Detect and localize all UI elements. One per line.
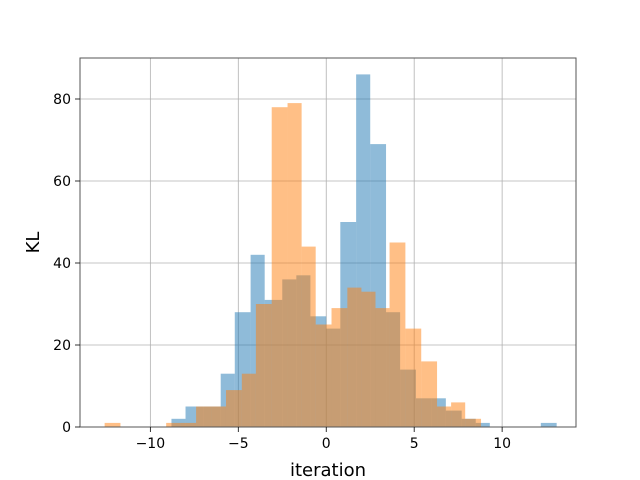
- x-tick-label: −10: [136, 436, 166, 452]
- histogram-bar-series-2: [287, 103, 302, 427]
- histogram-bar-series-2: [166, 422, 181, 427]
- histogram-bar-series-2: [421, 361, 438, 427]
- histogram-bar-series-2: [241, 373, 256, 427]
- histogram-bar-series-2: [361, 291, 376, 427]
- histogram-bar-series-2: [301, 246, 316, 427]
- bars: [104, 74, 557, 428]
- x-tick-label: −5: [228, 436, 249, 452]
- histogram-bar-series-2: [331, 308, 348, 427]
- histogram-bar-series-2: [389, 242, 406, 427]
- histogram-bar-series-2: [211, 406, 226, 427]
- y-tick-label: 0: [62, 420, 71, 436]
- x-tick-label: 0: [322, 436, 331, 452]
- x-axis-label: iteration: [290, 460, 366, 480]
- histogram-bar-series-2: [437, 406, 452, 427]
- histogram-bar-series-2: [375, 308, 390, 427]
- histogram-bar-series-2: [225, 390, 242, 427]
- histogram-bar-series-2: [104, 422, 121, 427]
- axis-ticks: −10 −5 0 5 10 0 20 40 60 80: [53, 92, 511, 452]
- histogram-bar-series-2: [347, 287, 362, 427]
- histogram-bar-series-2: [451, 402, 466, 427]
- x-tick-label: 5: [410, 436, 419, 452]
- histogram-bar-series-2: [180, 422, 197, 427]
- plot-frame: [79, 57, 577, 428]
- histogram-bar-series-2: [465, 418, 482, 427]
- histogram-bar-series-1: [540, 422, 557, 427]
- histogram-bar-series-2: [255, 304, 272, 427]
- histogram-bar-series-2: [271, 107, 288, 427]
- y-axis-label: KL: [23, 232, 44, 254]
- x-tick-label: 10: [493, 436, 511, 452]
- y-tick-label: 20: [53, 338, 71, 354]
- y-tick-label: 40: [53, 256, 71, 272]
- histogram-bar-series-2: [315, 324, 332, 427]
- histogram-bar-series-2: [196, 406, 212, 427]
- histogram-bar-series-1: [475, 422, 490, 427]
- y-tick-label: 80: [53, 92, 71, 108]
- y-tick-label: 60: [53, 174, 71, 190]
- histogram-bar-series-2: [405, 328, 422, 427]
